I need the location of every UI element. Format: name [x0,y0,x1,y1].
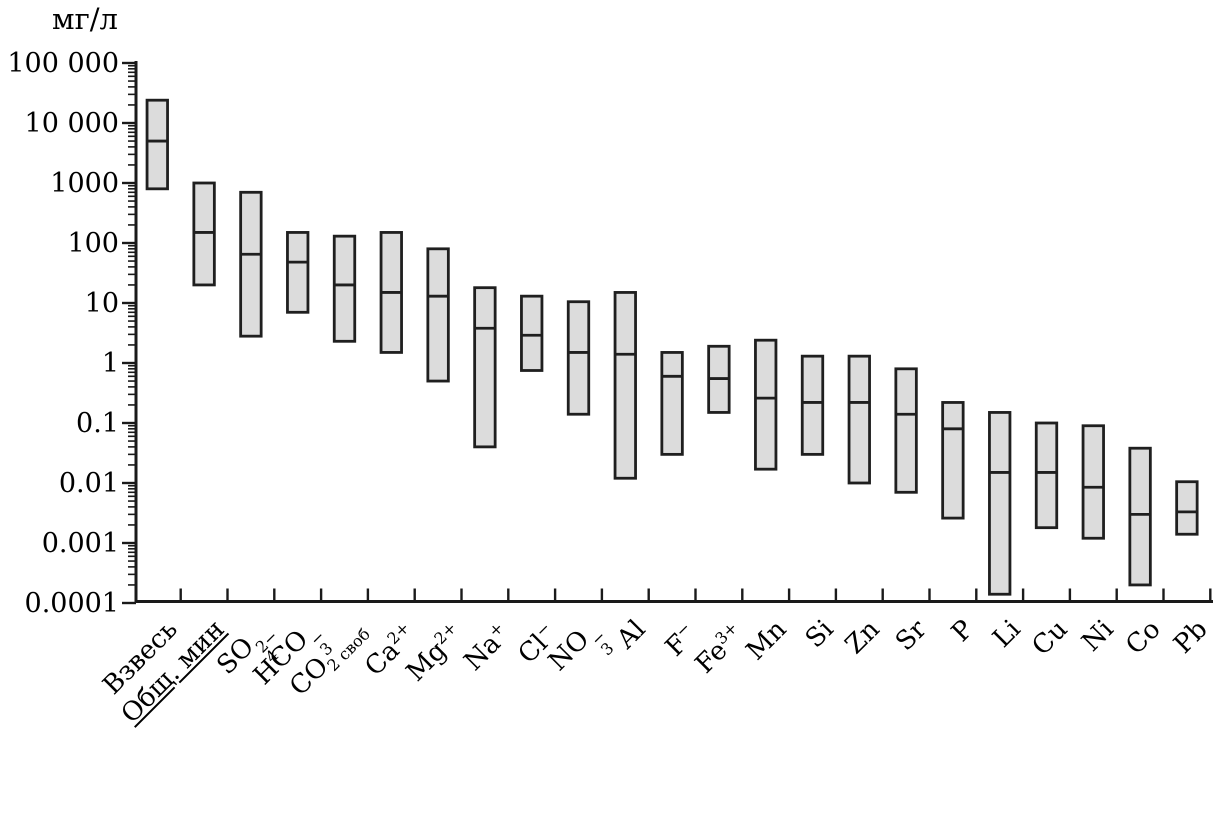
range-box-1 [145,98,169,191]
range-box-20 [1034,421,1059,530]
range-box-18 [941,401,965,520]
axis-line [134,61,1213,603]
plot-area: 100 000 10 000 1000 100 10 1 0.1 0.01 0.001 0.000… [7,48,1213,619]
range-box-11 [613,291,637,480]
y-tick-label: 0.0001 [25,588,119,619]
y-tick-label: 1 [102,348,119,379]
range-box-10 [566,300,591,416]
range-box-8 [473,286,497,449]
range-box-15 [800,354,825,456]
y-tick-label: 10 000 [25,108,119,139]
range-box-16 [847,354,871,485]
range-box-23 [1175,480,1199,536]
range-box-17 [894,367,918,494]
range-box-21 [1081,424,1105,540]
y-tick-label: 10 [85,288,119,319]
y-tick-label: 100 000 [7,48,119,79]
range-box-9 [520,294,544,372]
range-box-14 [754,338,778,471]
y-tick-label: 100 [67,228,119,259]
y-tick-label: 0.001 [42,528,119,559]
range-box-22 [1128,446,1152,587]
range-box-7 [426,247,450,383]
range-box-5 [332,234,357,343]
y-tick-label: 0.01 [59,468,119,499]
y-axis-unit-label: мг/л [52,2,118,36]
range-box-19 [988,411,1012,596]
range-box-3 [239,190,263,338]
range-box-4 [286,231,310,314]
range-box-2 [192,181,216,287]
y-tick-label: 1000 [50,168,119,199]
y-tick-label: 0.1 [76,408,119,439]
boxplot-chart: мг/л 100 000 10 000 1000 100 10 1 0.1 0.01 0.001… [7,2,1213,729]
range-box-12 [660,351,684,456]
